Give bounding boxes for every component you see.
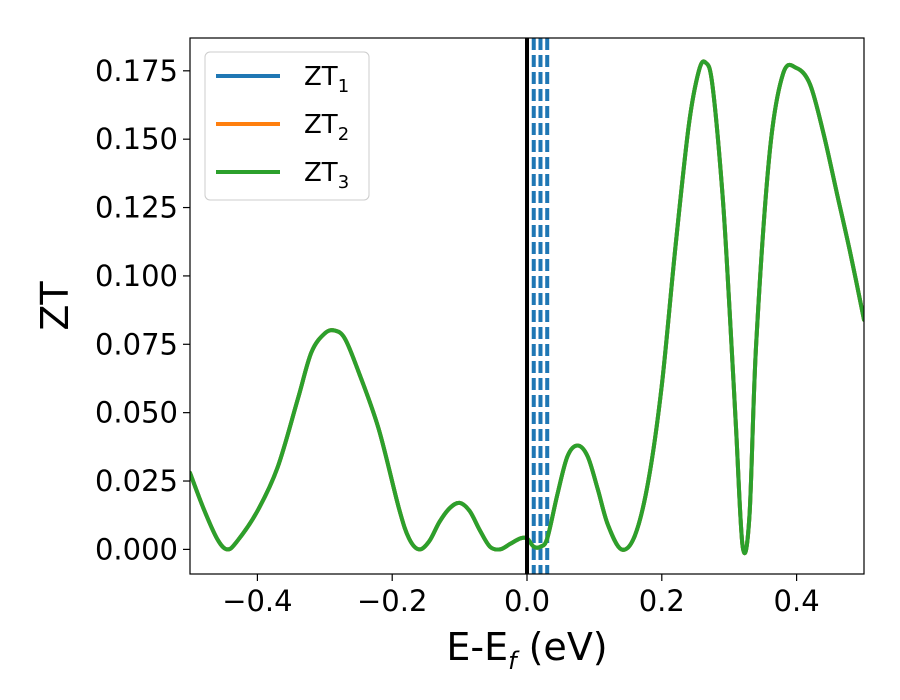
y-axis-label: ZT — [33, 281, 77, 331]
x-tick-label: −0.4 — [222, 584, 292, 618]
y-tick-label: 0.025 — [95, 464, 178, 498]
x-axis-label: E-Ef (eV) — [446, 625, 607, 675]
legend-label-sub: 2 — [338, 124, 349, 145]
legend-label-1: ZT1 — [304, 62, 349, 97]
legend-box — [204, 51, 370, 201]
y-axis-ticks: 0.000 0.025 0.050 0.075 0.100 0.125 0.150 0.175 — [95, 54, 190, 566]
x-tick-label: 0.4 — [774, 584, 820, 618]
series-group — [190, 59, 864, 556]
x-axis-label-unit: (eV) — [517, 625, 608, 669]
legend-label-main: ZT — [304, 110, 338, 140]
x-tick-label: 0.0 — [504, 584, 550, 618]
x-axis-ticks: −0.4 −0.2 0.0 0.2 0.4 — [222, 574, 820, 618]
x-tick-label: −0.2 — [357, 584, 427, 618]
x-axis-label-main: E-E — [446, 625, 508, 669]
y-tick-label: 0.100 — [95, 259, 178, 293]
legend-label-main: ZT — [304, 62, 338, 92]
dashed-lines-group — [531, 38, 550, 574]
series-line-3 — [190, 59, 864, 556]
legend-label-sub: 1 — [338, 76, 349, 97]
x-tick-label: 0.2 — [639, 584, 685, 618]
legend-label-sub: 3 — [338, 172, 349, 193]
y-tick-label: 0.150 — [95, 122, 178, 156]
y-tick-label: 0.125 — [95, 191, 178, 225]
legend-label-main: ZT — [304, 158, 338, 188]
y-tick-label: 0.050 — [95, 396, 178, 430]
legend-label-3: ZT3 — [304, 158, 349, 193]
y-tick-label: 0.175 — [95, 54, 178, 88]
y-tick-label: 0.000 — [95, 532, 178, 566]
y-tick-label: 0.075 — [95, 327, 178, 361]
legend-label-2: ZT2 — [304, 110, 349, 145]
